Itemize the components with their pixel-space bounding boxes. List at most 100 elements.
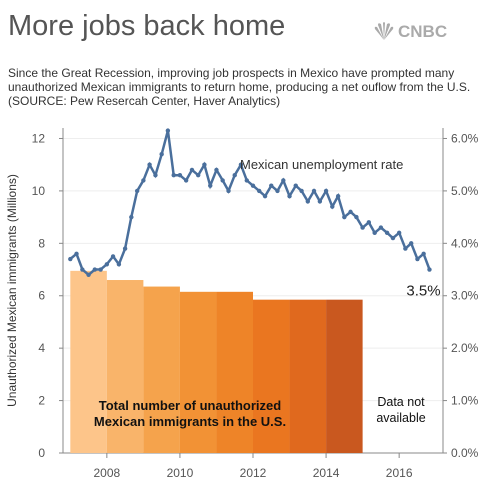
point <box>171 172 176 178</box>
y2-tick-label: 5.0% <box>451 184 479 198</box>
point <box>177 172 183 178</box>
point <box>403 246 408 251</box>
point <box>104 262 110 267</box>
point <box>68 256 73 262</box>
point <box>110 254 116 259</box>
point <box>372 230 377 236</box>
y2-tick-label: 3.0% <box>451 289 479 303</box>
point <box>427 267 432 272</box>
y-tick-label: 12 <box>32 131 46 145</box>
point <box>129 214 134 220</box>
y-axis-label: Unauthorized Mexican immigrants (Million… <box>5 174 19 407</box>
point <box>293 183 298 188</box>
x-tick-label: 2012 <box>240 466 267 480</box>
series-label: Mexican unemployment rate <box>240 157 403 172</box>
x-tick-label: 2008 <box>93 466 120 480</box>
point <box>189 167 195 173</box>
logo: CNBC <box>374 22 447 41</box>
point <box>287 193 292 199</box>
point <box>342 214 347 220</box>
point <box>208 183 213 188</box>
point <box>360 225 365 230</box>
x-tick-label: 2016 <box>386 466 413 480</box>
point <box>86 272 91 277</box>
point <box>244 178 249 183</box>
point <box>390 235 396 241</box>
point <box>348 209 353 215</box>
y2-tick-label: 6.0% <box>451 131 479 145</box>
point <box>378 225 384 230</box>
point <box>305 199 311 204</box>
point <box>116 262 122 267</box>
bar <box>143 286 180 453</box>
logo-text: CNBC <box>398 22 447 41</box>
point <box>92 267 97 272</box>
point <box>281 178 286 183</box>
bar-annotation: Total number of unauthorized <box>99 398 282 413</box>
point <box>262 193 268 199</box>
point <box>232 172 237 178</box>
na-annotation: Data not <box>377 395 425 409</box>
bar <box>106 280 144 453</box>
point <box>275 188 280 194</box>
subtitle: Since the Great Recession, improving job… <box>8 66 471 108</box>
point <box>257 188 262 194</box>
point <box>396 230 402 236</box>
y-tick-label: 10 <box>32 184 46 198</box>
point <box>122 246 128 251</box>
data-label: 3.5% <box>406 283 440 300</box>
point <box>409 241 414 246</box>
bar <box>326 299 363 453</box>
point <box>165 128 171 133</box>
na-annotation: available <box>376 411 425 425</box>
point <box>226 188 231 194</box>
y2-tick-label: 0.0% <box>451 446 479 460</box>
point <box>299 188 304 194</box>
point <box>98 267 103 272</box>
bar <box>216 291 253 453</box>
point <box>238 162 244 167</box>
bar-annotation: Mexican immigrants in the U.S. <box>94 414 286 429</box>
point <box>202 162 207 167</box>
y-tick-label: 4 <box>38 341 45 355</box>
point <box>159 152 164 157</box>
point <box>153 172 158 178</box>
point <box>141 178 146 183</box>
y2-tick-label: 4.0% <box>451 236 479 250</box>
x-tick-label: 2010 <box>167 466 194 480</box>
point <box>134 188 140 194</box>
point <box>183 178 189 183</box>
point <box>335 193 341 199</box>
point <box>74 251 79 257</box>
point <box>80 267 85 272</box>
title: More jobs back home <box>8 10 286 42</box>
bar <box>289 299 327 453</box>
y2-tick-label: 2.0% <box>451 341 479 355</box>
point <box>220 178 225 183</box>
y-tick-label: 6 <box>38 289 45 303</box>
point <box>384 230 390 236</box>
point <box>366 220 372 225</box>
point <box>354 214 359 220</box>
bar <box>70 270 107 453</box>
point <box>330 204 335 209</box>
point <box>250 183 256 188</box>
y-tick-label: 2 <box>38 394 45 408</box>
point <box>269 183 274 188</box>
point <box>311 188 317 194</box>
y2-tick-label: 1.0% <box>451 394 479 408</box>
y-tick-label: 0 <box>38 446 45 460</box>
point <box>147 162 152 167</box>
point <box>323 188 329 194</box>
point <box>415 256 420 262</box>
point <box>195 172 201 178</box>
y-tick-label: 8 <box>38 236 45 250</box>
x-tick-label: 2014 <box>313 466 340 480</box>
point <box>214 167 219 173</box>
point <box>317 199 323 204</box>
bar <box>253 299 290 453</box>
point <box>421 251 426 257</box>
bar <box>179 291 217 453</box>
